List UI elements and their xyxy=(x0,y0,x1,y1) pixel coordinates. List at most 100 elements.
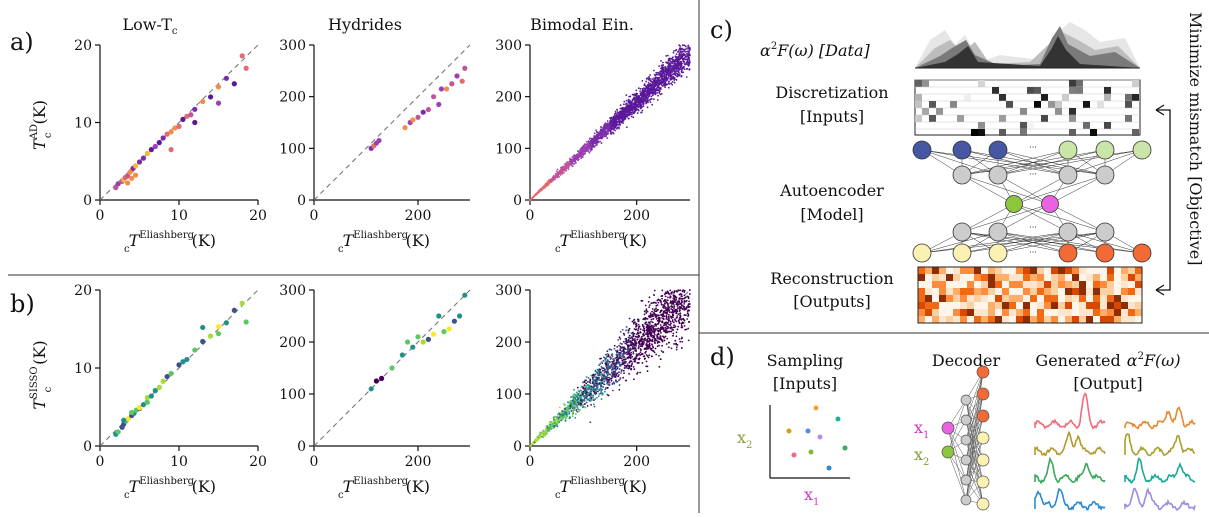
data-point xyxy=(650,86,652,88)
data-point xyxy=(623,334,625,336)
column-title-low-tc: Low-Tc xyxy=(122,15,177,37)
data-point xyxy=(666,313,668,315)
data-point xyxy=(647,355,649,357)
data-point xyxy=(641,111,643,113)
data-point xyxy=(648,77,650,79)
data-point xyxy=(538,191,540,193)
data-point xyxy=(647,84,649,86)
data-point xyxy=(650,84,652,86)
data-point xyxy=(549,430,551,432)
data-point xyxy=(608,129,610,131)
data-point xyxy=(649,90,651,92)
data-point xyxy=(546,182,548,184)
data-point xyxy=(651,319,653,321)
data-point xyxy=(633,378,635,380)
data-point xyxy=(603,356,605,358)
x-tick-label: 200 xyxy=(405,208,432,224)
data-point xyxy=(628,118,630,120)
data-point xyxy=(535,194,537,196)
data-point xyxy=(574,163,576,165)
data-point xyxy=(640,98,642,100)
data-point xyxy=(436,102,441,107)
data-point xyxy=(619,356,621,358)
data-point xyxy=(669,83,671,85)
data-point xyxy=(623,113,625,115)
data-point xyxy=(616,357,618,359)
data-point xyxy=(684,68,686,70)
data-point xyxy=(634,345,636,347)
data-point xyxy=(619,368,621,370)
data-point xyxy=(568,413,570,415)
data-point xyxy=(661,289,663,291)
data-point xyxy=(549,181,551,183)
data-point xyxy=(552,177,554,179)
data-point xyxy=(630,365,632,367)
data-point xyxy=(216,84,221,89)
data-point xyxy=(570,396,572,398)
data-point xyxy=(628,109,630,111)
column-title-hydrides: Hydrides xyxy=(328,15,402,34)
data-point xyxy=(643,329,645,331)
data-point xyxy=(635,105,637,107)
data-point xyxy=(623,101,625,103)
data-point xyxy=(595,392,597,394)
data-point xyxy=(665,315,667,317)
data-point xyxy=(662,335,664,337)
data-point xyxy=(570,159,572,161)
data-point xyxy=(676,349,678,351)
data-point xyxy=(643,95,645,97)
data-point xyxy=(644,93,646,95)
data-point xyxy=(644,83,646,85)
data-point xyxy=(680,51,682,53)
data-point xyxy=(652,321,654,323)
data-point xyxy=(379,376,384,381)
data-point xyxy=(556,416,558,418)
data-point xyxy=(628,99,630,101)
data-point xyxy=(546,185,548,187)
data-point xyxy=(652,308,654,310)
data-point xyxy=(557,413,559,415)
data-point xyxy=(389,365,394,370)
data-point xyxy=(664,86,666,88)
y-tick-label: 0 xyxy=(513,439,522,455)
data-point xyxy=(646,360,648,362)
data-point xyxy=(631,101,633,103)
data-point xyxy=(685,56,687,58)
data-point xyxy=(554,176,556,178)
data-point xyxy=(643,342,645,344)
data-point xyxy=(646,95,648,97)
data-point xyxy=(658,355,660,357)
data-point xyxy=(660,60,662,62)
data-point xyxy=(673,78,675,80)
data-point xyxy=(679,338,681,340)
data-point xyxy=(635,323,637,325)
data-point xyxy=(629,347,631,349)
data-point xyxy=(627,357,629,359)
data-point xyxy=(436,313,441,318)
data-point xyxy=(648,82,650,84)
data-point xyxy=(576,411,578,413)
data-point xyxy=(643,326,645,328)
data-point xyxy=(677,326,679,328)
data-point xyxy=(640,104,642,106)
data-point xyxy=(634,358,636,360)
data-point xyxy=(610,131,612,133)
data-point xyxy=(563,172,565,174)
data-point xyxy=(224,76,229,81)
data-point xyxy=(668,57,670,59)
data-point xyxy=(681,48,683,50)
data-point xyxy=(454,73,459,78)
y-tick-label: 100 xyxy=(495,141,522,157)
data-point xyxy=(664,340,666,342)
data-point xyxy=(592,377,594,379)
data-point xyxy=(576,155,578,157)
y-tick-label: 10 xyxy=(74,361,92,377)
data-point xyxy=(642,318,644,320)
data-point xyxy=(688,306,690,308)
data-point xyxy=(574,397,576,399)
data-point xyxy=(532,197,534,199)
data-point xyxy=(613,366,615,368)
data-point xyxy=(631,363,633,365)
